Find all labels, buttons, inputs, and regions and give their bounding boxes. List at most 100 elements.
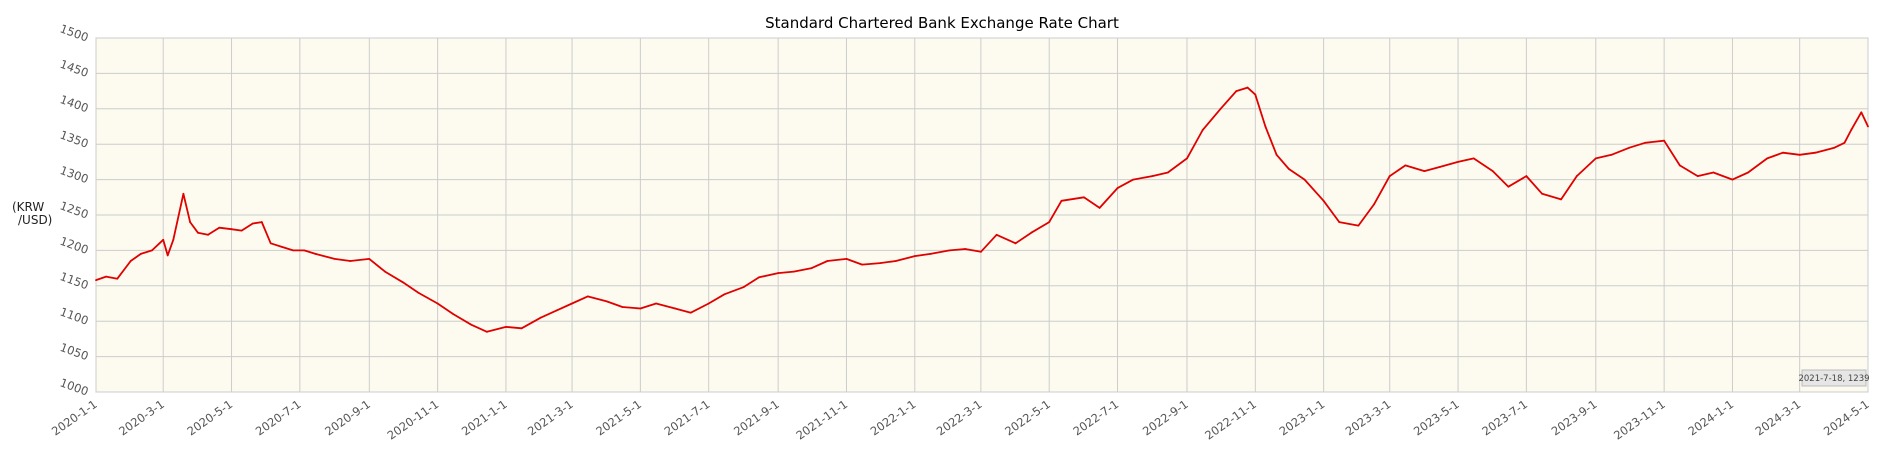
- data-point: [929, 253, 932, 255]
- x-tick-label: 2020-3-1: [116, 397, 167, 438]
- data-point: [826, 260, 829, 262]
- data-point: [1575, 175, 1578, 177]
- data-point: [151, 249, 153, 252]
- data-point: [948, 249, 951, 252]
- data-point: [1116, 187, 1119, 189]
- y-tick-label: 1400: [58, 92, 90, 115]
- data-point: [452, 313, 455, 316]
- y-tick-label: 1250: [58, 198, 90, 221]
- data-point: [269, 242, 272, 245]
- y-tick-label: 1100: [58, 305, 90, 328]
- data-point: [539, 316, 542, 319]
- data-point: [1663, 139, 1666, 142]
- data-point: [166, 254, 169, 257]
- series-line: [95, 86, 1869, 333]
- data-point: [1264, 125, 1267, 128]
- x-tick-label: 2023-11-1: [1611, 397, 1668, 443]
- data-point: [182, 192, 185, 195]
- data-point: [1860, 111, 1863, 114]
- x-tick-label: 2021-3-1: [525, 397, 576, 438]
- x-tick-label: 2022-3-1: [934, 397, 985, 438]
- x-tick-label: 2023-5-1: [1411, 397, 1462, 438]
- data-point: [1850, 129, 1853, 131]
- data-point: [1560, 198, 1562, 201]
- data-point: [1083, 196, 1085, 199]
- data-point: [189, 221, 191, 223]
- x-tick-label: 2022-5-1: [1002, 397, 1053, 438]
- data-point: [251, 222, 254, 225]
- y-axis-tick-labels: 1000 1050 1100 1150 1200 1250 1300 1350 1400 1450…: [58, 21, 90, 398]
- data-point: [1507, 185, 1510, 188]
- data-point: [260, 221, 263, 223]
- data-point: [1288, 168, 1290, 170]
- data-point: [436, 302, 439, 305]
- data-point: [402, 281, 404, 284]
- x-tick-label: 2020-5-1: [184, 397, 235, 438]
- data-point: [689, 311, 692, 314]
- data-point: [281, 245, 283, 248]
- data-point: [314, 253, 317, 255]
- x-tick-label: 2023-7-1: [1479, 397, 1530, 438]
- data-point: [894, 260, 897, 262]
- data-point: [1525, 175, 1528, 177]
- data-point: [292, 249, 295, 252]
- data-point: [758, 276, 760, 279]
- data-point: [1423, 170, 1426, 173]
- data-point: [1014, 242, 1017, 245]
- x-tick-label: 2021-7-1: [662, 397, 713, 438]
- x-tick-label: 2022-9-1: [1140, 397, 1191, 438]
- data-point: [129, 260, 132, 262]
- data-point: [1781, 151, 1784, 154]
- data-point: [1275, 153, 1278, 156]
- data-points: [95, 86, 1869, 333]
- data-point: [555, 309, 558, 312]
- data-point: [792, 270, 795, 273]
- x-tick-label: 2024-1-1: [1685, 397, 1736, 438]
- data-point: [162, 238, 165, 241]
- grid-lines: [95, 37, 1869, 393]
- data-point: [1833, 146, 1836, 149]
- data-point: [1644, 141, 1646, 144]
- y-tick-label: 1050: [58, 340, 90, 363]
- x-tick-label: 2020-9-1: [322, 397, 373, 438]
- data-point: [1404, 164, 1407, 167]
- x-axis-tick-labels: 2020-1-1 2020-3-1 2020-5-1 2020-7-1 2020-9-1…: [49, 397, 1872, 443]
- data-point: [1048, 221, 1051, 223]
- data-point: [1594, 157, 1597, 160]
- data-point: [417, 291, 420, 294]
- data-point: [1201, 129, 1204, 131]
- data-point: [1338, 221, 1341, 223]
- data-point: [1235, 90, 1238, 92]
- data-point: [1610, 153, 1613, 156]
- data-point: [240, 229, 243, 232]
- x-tick-label: 2022-11-1: [1202, 397, 1259, 443]
- data-point: [218, 226, 221, 229]
- data-point: [1766, 157, 1769, 160]
- x-tick-label: 2020-11-1: [385, 397, 442, 443]
- data-point: [1151, 175, 1154, 177]
- data-point: [845, 257, 848, 260]
- data-point: [639, 307, 642, 310]
- y-tick-label: 1450: [58, 57, 90, 80]
- data-point: [1388, 175, 1391, 177]
- data-point: [1731, 178, 1734, 181]
- x-tick-label: 2022-1-1: [868, 397, 919, 438]
- data-point: [1798, 153, 1801, 156]
- data-point: [207, 233, 209, 236]
- x-tick-label: 2021-9-1: [731, 397, 782, 438]
- data-point: [333, 257, 336, 260]
- data-point: [1030, 231, 1033, 234]
- data-point: [1712, 171, 1715, 174]
- data-point: [520, 327, 523, 330]
- data-point: [1373, 203, 1375, 206]
- data-point: [995, 233, 998, 236]
- data-point: [1696, 175, 1699, 177]
- data-point: [384, 270, 386, 273]
- data-point: [707, 302, 710, 305]
- data-point: [1132, 178, 1135, 181]
- data-point: [1628, 146, 1631, 149]
- x-tick-label: 2021-1-1: [459, 397, 510, 438]
- data-point: [674, 307, 676, 310]
- x-tick-label: 2023-1-1: [1277, 397, 1328, 438]
- data-point: [116, 277, 119, 280]
